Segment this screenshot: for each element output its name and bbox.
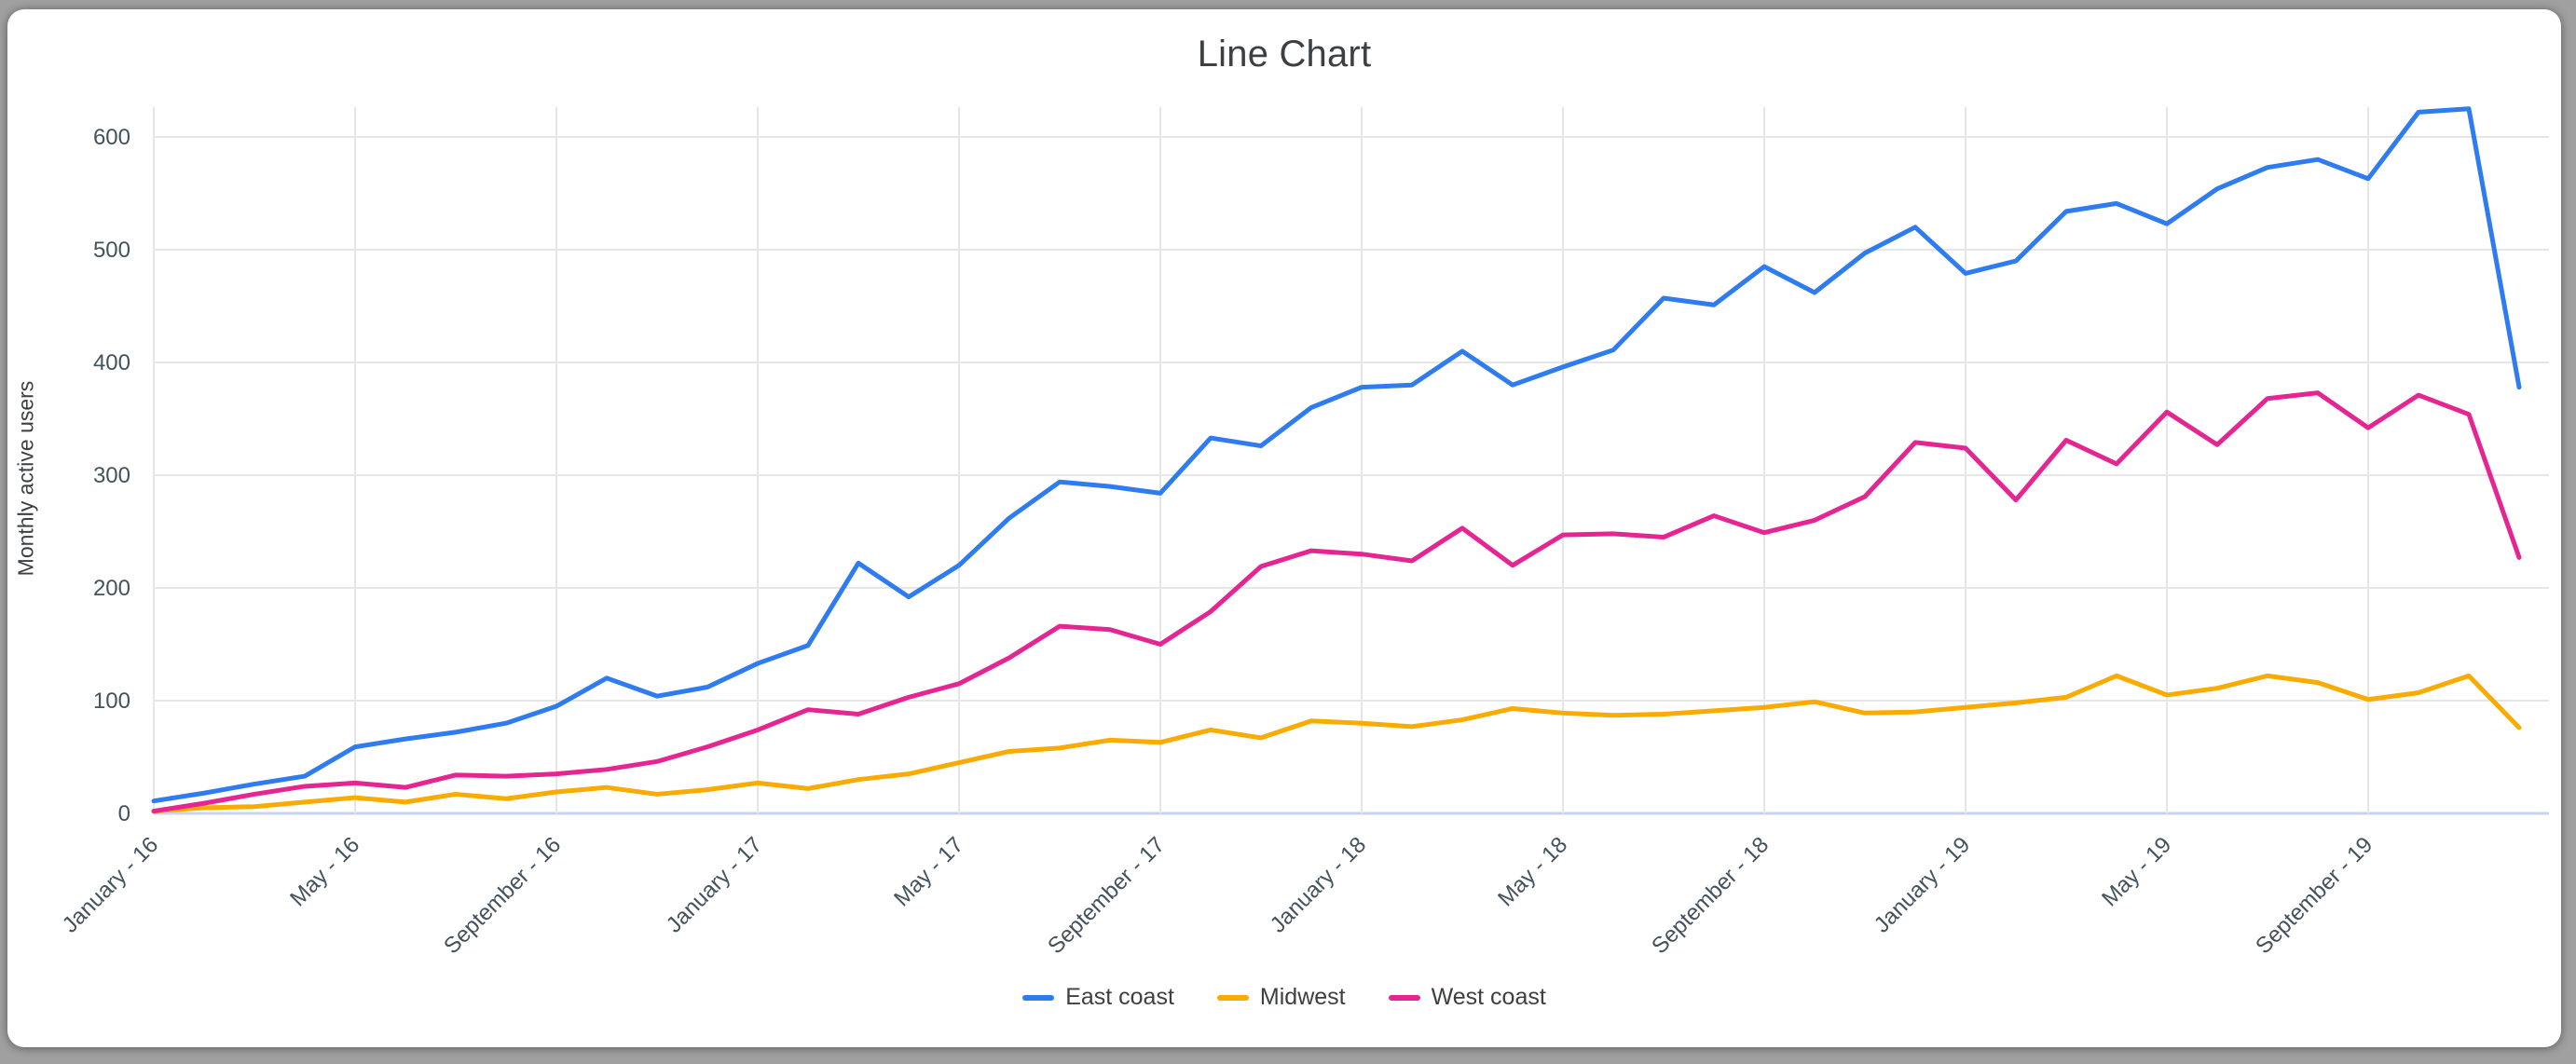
x-tick-label: January - 18 [1266, 832, 1371, 937]
x-tick-label: September - 17 [1043, 832, 1170, 959]
chart-legend: East coast Midwest West coast [7, 984, 2561, 1011]
legend-swatch-east-coast-icon [1022, 994, 1055, 1001]
y-tick-label: 0 [118, 801, 130, 826]
chart-title: Line Chart [1197, 34, 1372, 75]
x-tick-label: September - 16 [439, 832, 566, 959]
chart-card: Line Chart Monthly active users 0 100 200 3… [7, 9, 2561, 1047]
x-tick-label: May - 16 [285, 832, 364, 911]
x-tick-label: September - 18 [1647, 832, 1774, 959]
line-chart-plot-area: 0 100 200 300 400 500 600 January - 16 May - 16 S… [58, 106, 2549, 959]
legend-label-east-coast: East coast [1065, 984, 1174, 1010]
legend-item-midwest: Midwest [1216, 984, 1346, 1011]
y-tick-label: 600 [93, 125, 130, 150]
y-tick-label: 200 [93, 576, 130, 601]
y-tick-label: 100 [93, 689, 130, 714]
x-tick-label: January - 19 [1870, 832, 1975, 937]
legend-item-west-coast: West coast [1388, 984, 1546, 1011]
x-tick-label: September - 19 [2251, 832, 2377, 959]
legend-swatch-west-coast-icon [1388, 994, 1420, 1001]
x-tick-label: May - 18 [1493, 832, 1572, 911]
legend-swatch-midwest-icon [1216, 994, 1249, 1001]
series-line-east-coast [151, 106, 2522, 804]
y-tick-label: 300 [93, 463, 130, 488]
series-line-west-coast [151, 390, 2522, 814]
x-tick-label: May - 19 [2097, 832, 2176, 911]
legend-label-midwest: Midwest [1259, 984, 1346, 1010]
series-line-midwest [151, 673, 2522, 814]
y-tick-label: 400 [93, 350, 130, 375]
x-tick-label: May - 17 [889, 832, 968, 911]
legend-label-west-coast: West coast [1431, 984, 1546, 1010]
legend-item-east-coast: East coast [1022, 984, 1174, 1011]
x-tick-label: January - 17 [662, 832, 767, 937]
x-tick-label: January - 16 [58, 832, 163, 937]
y-tick-label: 500 [93, 238, 130, 263]
